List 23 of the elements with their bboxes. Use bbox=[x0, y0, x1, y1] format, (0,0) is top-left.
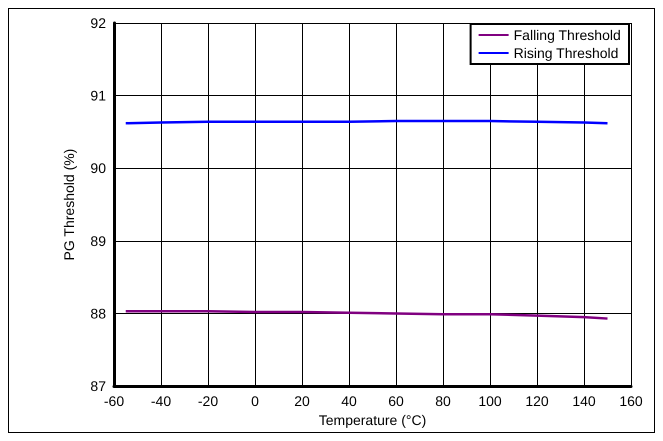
x-tick-label: 120 bbox=[525, 393, 549, 410]
x-tick-label: -20 bbox=[198, 393, 218, 410]
y-tick-label: 88 bbox=[90, 305, 106, 322]
x-tick-label: 80 bbox=[435, 393, 451, 410]
y-tick-label: 91 bbox=[90, 88, 106, 104]
y-axis-title: PG Threshold (%) bbox=[61, 148, 77, 260]
y-tick-label: 90 bbox=[90, 160, 106, 176]
x-tick-label: 60 bbox=[388, 393, 404, 410]
x-tick-label: 20 bbox=[294, 393, 310, 410]
x-tick-label: -60 bbox=[104, 393, 124, 410]
x-axis-title: Temperature (°C) bbox=[318, 412, 426, 428]
legend-label: Rising Threshold bbox=[514, 45, 618, 61]
y-tick-label: 87 bbox=[90, 378, 106, 394]
x-tick-label: 160 bbox=[619, 393, 643, 410]
legend-label: Falling Threshold bbox=[514, 27, 621, 43]
line-series bbox=[124, 310, 609, 320]
y-tick-label: 89 bbox=[90, 232, 106, 249]
x-tick-label: 0 bbox=[251, 393, 260, 410]
x-tick-label: 100 bbox=[478, 393, 502, 410]
x-tick-label: -40 bbox=[150, 393, 172, 410]
y-tick-label: 92 bbox=[90, 15, 106, 31]
x-tick-label: 140 bbox=[572, 393, 596, 410]
x-tick-label: 40 bbox=[341, 393, 357, 410]
